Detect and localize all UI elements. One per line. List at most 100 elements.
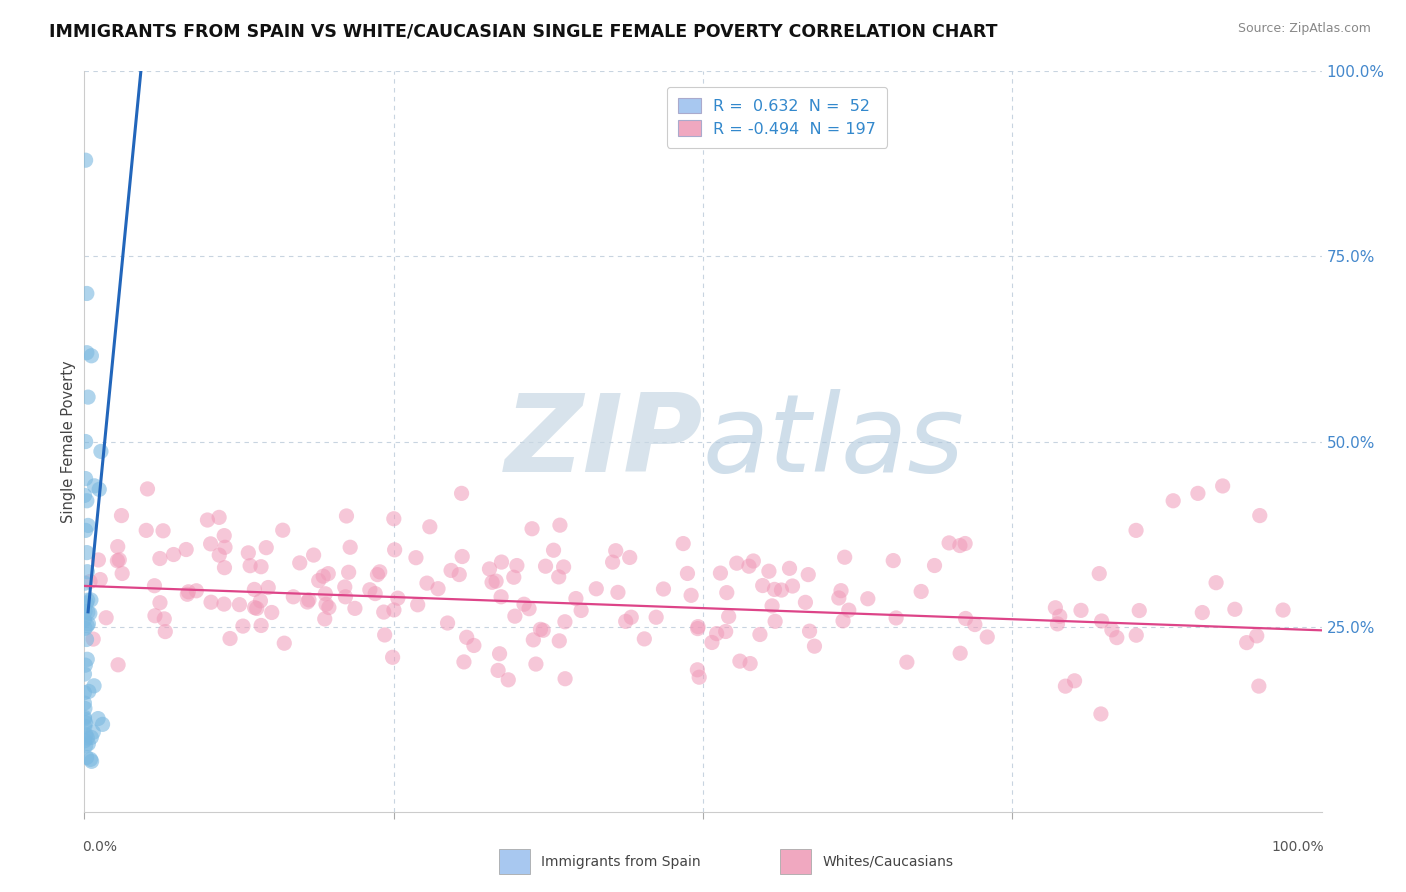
- Bar: [780, 849, 811, 874]
- Point: [645, 610, 668, 624]
- Point: [186, 583, 208, 598]
- Point: [502, 570, 524, 584]
- Point: [1205, 575, 1227, 590]
- Point: [924, 558, 946, 573]
- Point: [440, 564, 463, 578]
- Point: [548, 518, 571, 533]
- Point: [249, 594, 271, 608]
- Point: [1187, 486, 1209, 500]
- Point: [1236, 635, 1258, 649]
- Point: [728, 654, 751, 668]
- Point: [606, 585, 628, 599]
- Point: [288, 556, 311, 570]
- Point: [1161, 493, 1184, 508]
- Point: [136, 482, 159, 496]
- Point: [149, 551, 172, 566]
- Point: [620, 610, 643, 624]
- Point: [605, 543, 627, 558]
- Point: [856, 591, 879, 606]
- Legend: R =  0.632  N =  52, R = -0.494  N = 197: R = 0.632 N = 52, R = -0.494 N = 197: [666, 87, 887, 148]
- Point: [335, 590, 357, 604]
- Point: [76, 605, 98, 619]
- Point: [200, 537, 222, 551]
- Point: [517, 601, 540, 615]
- Point: [763, 582, 786, 597]
- Point: [520, 522, 543, 536]
- Point: [271, 523, 294, 537]
- Point: [155, 624, 177, 639]
- Point: [89, 483, 111, 497]
- Point: [243, 582, 266, 597]
- Point: [162, 548, 184, 562]
- Point: [212, 597, 235, 611]
- Point: [73, 685, 96, 699]
- Text: Whites/Caucasians: Whites/Caucasians: [823, 855, 953, 869]
- Point: [554, 672, 576, 686]
- Point: [478, 562, 501, 576]
- Point: [506, 558, 529, 573]
- Point: [486, 664, 509, 678]
- Point: [554, 615, 576, 629]
- Point: [73, 701, 96, 715]
- Point: [212, 528, 235, 542]
- Point: [449, 567, 471, 582]
- Point: [686, 620, 709, 634]
- Point: [76, 593, 98, 607]
- Point: [382, 512, 405, 526]
- Point: [219, 632, 242, 646]
- Point: [174, 542, 197, 557]
- Point: [76, 750, 98, 764]
- Point: [318, 600, 340, 615]
- Point: [427, 582, 450, 596]
- Point: [485, 574, 508, 589]
- Point: [489, 590, 512, 604]
- Point: [686, 622, 709, 636]
- Point: [73, 621, 96, 635]
- Point: [80, 349, 103, 363]
- Point: [416, 576, 439, 591]
- Point: [602, 555, 624, 569]
- Point: [453, 655, 475, 669]
- Point: [884, 611, 907, 625]
- Point: [451, 549, 474, 564]
- Point: [76, 493, 98, 508]
- Point: [373, 605, 395, 619]
- Point: [1046, 616, 1069, 631]
- Point: [228, 598, 250, 612]
- Point: [90, 444, 112, 458]
- Point: [76, 345, 98, 359]
- Point: [529, 623, 551, 637]
- Point: [83, 679, 105, 693]
- Point: [953, 536, 976, 550]
- Point: [366, 567, 388, 582]
- Point: [716, 585, 738, 599]
- Point: [75, 434, 97, 449]
- Point: [239, 558, 262, 573]
- Point: [450, 486, 472, 500]
- Point: [547, 570, 569, 584]
- Point: [714, 624, 737, 639]
- Point: [830, 583, 852, 598]
- Point: [782, 579, 804, 593]
- Point: [200, 595, 222, 609]
- Point: [316, 566, 339, 581]
- Point: [149, 596, 172, 610]
- Text: atlas: atlas: [703, 389, 965, 494]
- Point: [1125, 524, 1147, 538]
- Text: 100.0%: 100.0%: [1271, 840, 1324, 854]
- Point: [522, 632, 544, 647]
- Text: 0.0%: 0.0%: [82, 840, 117, 854]
- Point: [686, 663, 709, 677]
- Point: [208, 548, 231, 562]
- Point: [308, 574, 330, 588]
- Point: [343, 601, 366, 615]
- Point: [794, 595, 817, 609]
- Point: [1191, 606, 1213, 620]
- Point: [89, 573, 111, 587]
- Point: [1088, 566, 1111, 581]
- Point: [87, 712, 110, 726]
- Point: [700, 635, 723, 649]
- Point: [76, 632, 98, 647]
- Point: [77, 616, 100, 631]
- Point: [676, 566, 699, 581]
